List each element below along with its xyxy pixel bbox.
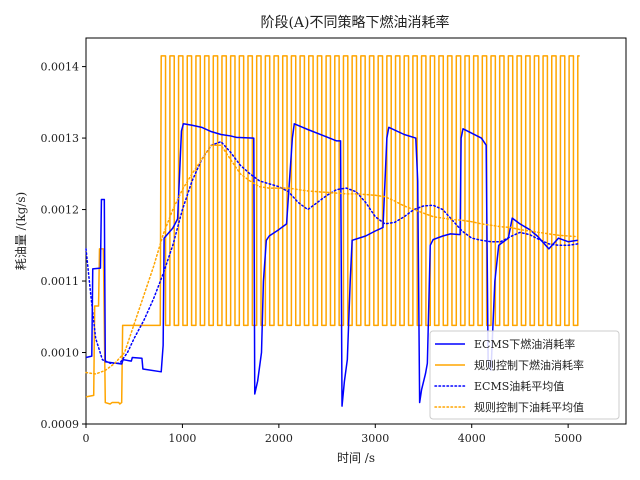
- y-tick-label: 0.0010: [41, 347, 80, 360]
- x-axis: 0 1000 2000 3000 4000 5000: [83, 424, 582, 445]
- plot-frame: [85, 37, 627, 425]
- y-axis-label: 耗油量 /(kg/s): [14, 192, 28, 270]
- x-tick-label: 4000: [458, 432, 486, 445]
- series-line-2: [85, 140, 579, 364]
- y-tick-label: 0.0013: [41, 132, 80, 145]
- y-tick-label: 0.0009: [41, 418, 80, 431]
- legend-label: ECMS下燃油消耗率: [474, 337, 575, 351]
- y-axis: 0.0009 0.0010 0.0011 0.0012 0.0013 0.0014: [41, 61, 86, 431]
- chart-title: 阶段(A)不同策略下燃油消耗率: [260, 14, 449, 31]
- y-tick-label: 0.0014: [41, 61, 80, 74]
- series-line-0: [85, 123, 578, 407]
- legend-label: 规则控制下燃油消耗率: [474, 358, 584, 372]
- x-tick-label: 5000: [554, 432, 582, 445]
- legend-label: 规则控制下油耗平均值: [474, 400, 584, 414]
- series-line-3: [85, 144, 579, 375]
- x-tick-label: 1000: [168, 432, 196, 445]
- x-axis-label: 时间 /s: [337, 451, 375, 465]
- x-tick-label: 2000: [265, 432, 293, 445]
- series-line-1: [85, 55, 580, 405]
- legend-label: ECMS油耗平均值: [474, 379, 564, 393]
- x-tick-label: 0: [83, 432, 90, 445]
- y-tick-label: 0.0012: [41, 204, 80, 217]
- y-tick-label: 0.0011: [41, 275, 80, 288]
- x-tick-label: 3000: [361, 432, 389, 445]
- series-layer: [85, 55, 580, 407]
- legend-box: [429, 330, 620, 420]
